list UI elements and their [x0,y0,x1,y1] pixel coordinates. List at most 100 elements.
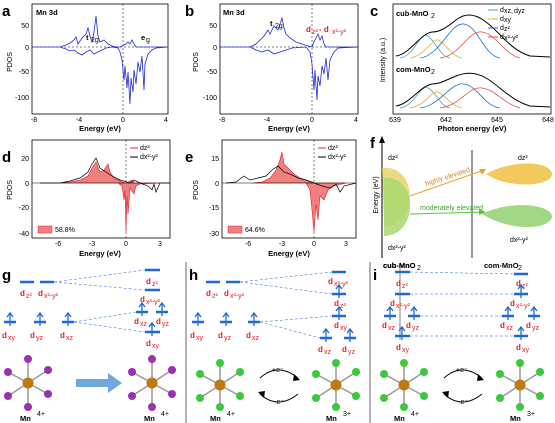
moderately-elevated-label: moderately elevated [420,205,483,212]
g-r-dx2-sub: x²-y² [146,299,161,306]
legend-c-sub: xz, [504,8,513,15]
i-r-dxz-sub: xz [506,325,514,332]
h-dxz: d [246,331,251,340]
panel-b-dos-curve [220,16,359,101]
h-r-dxz-sub: xz [324,349,332,356]
dz2-label-b: d [306,25,311,34]
eg-sub: g [146,37,150,44]
panel-b-ytick: 0 [213,45,217,52]
g-r-dxy: d [146,339,151,348]
panel-b-xtick: -4 [264,117,270,124]
t2g-sub: 2g [91,37,99,44]
panel-b-xtick: 0 [310,117,314,124]
f-left-sub: 2 [417,265,421,272]
panel-a: a Mn 3d PDOS 50 0 -50 -100 -8 -4 0 4 Ene… [2,3,169,133]
panel-letter-e: e [185,149,193,166]
panel-a-xtick: 0 [121,117,125,124]
com-label-c: com-MnO [396,65,431,74]
i-dx2: d [390,299,395,308]
panel-a-xtick: -8 [31,117,37,124]
panel-a-xtick: 4 [164,117,168,124]
panel-a-xlabel: Energy (eV) [79,124,121,133]
g-dz2-sub: z² [26,293,33,300]
f-right-title: com-MnO [484,261,519,270]
i-r-dxy-sub: xy [522,347,530,354]
legend-d-item: dx²-y² [140,154,159,161]
panel-e-ytick: 0 [215,181,219,188]
g-dyz: d [30,331,35,340]
panel-e-xtick: 0 [312,241,316,248]
panel-c: c Intensity (a.u.) 639 642 645 648 Photo… [370,3,554,133]
panel-b-ytick: -50 [207,69,217,76]
t2g-label: t [86,33,89,42]
i-plus-e: +e⁻ [456,367,468,374]
g-r-dx2: d [140,295,145,304]
i-dxy-sub: xy [402,347,410,354]
h-dxz-sub: xz [252,335,260,342]
h-r-dx2-sub: x²-y² [334,281,349,288]
g-r-dz2-sub: z² [152,281,159,288]
panel-letter-a: a [2,3,11,20]
legend-c-sub: x²-y² [504,35,519,42]
panel-b-xtick: 4 [354,117,358,124]
h-r-dxy-sub: xy [340,325,348,332]
panel-d-xtick: -3 [89,241,95,248]
panel-e-ytick: 15 [211,156,219,163]
g-r-dz2: d [146,277,151,286]
h-r-dyz-sub: yz [348,349,356,356]
panel-a-ytick: -50 [19,69,29,76]
i-dyz: d [406,321,411,330]
cub-sub-c: 2 [431,13,435,20]
t2g-sub-b: 2g [275,23,283,30]
h-r-dx2: d [328,277,333,286]
g-dyz-sub: yz [36,335,44,342]
f-bot-right-label: dx²-y² [510,237,529,244]
i-r-dx2-sub: x²-y² [516,303,531,310]
g-right-sup: 4+ [161,411,169,418]
g-dx2-sub: x²-y² [44,293,59,300]
panel-d-ytick: -20 [19,205,29,212]
panel-e-xtick: -3 [279,241,285,248]
panel-f: f Energy (eV) highly elevated moderately… [370,135,552,272]
i-left-sup: 4+ [411,411,419,418]
panel-a-ytick: -100 [15,95,29,102]
h-dz2: d [206,289,211,298]
g-r-dyz: d [156,317,161,326]
panel-d-ytick: -40 [19,231,29,238]
panel-a-ytick: 0 [25,45,29,52]
i-r-dyz-sub: yz [532,325,540,332]
panel-b-xtick: -8 [219,117,225,124]
g-dxz: d [60,331,65,340]
i-minus-e: -e⁻ [458,399,468,406]
panel-e-xtick: -6 [245,241,251,248]
g-right-label: Mn [144,414,155,423]
h-right-sup: 3+ [343,411,351,418]
i-dxz: d [382,321,387,330]
h-left-sup: 4+ [227,411,235,418]
f-right-sub: 2 [518,265,522,272]
i-left-title: cub-MnO [383,261,416,270]
i-r-dz2-sub: z² [522,283,529,290]
panel-b-xlabel: Energy (eV) [268,124,310,133]
panel-c-xtick: 639 [389,117,401,124]
legend-e-item: dx²-y² [328,154,347,161]
i-right-label: Mn [510,414,521,423]
f-top-label: dz² [388,155,398,162]
h-dz2-sub: z² [212,293,219,300]
panel-a-title: Mn 3d [36,8,58,17]
panel-c-xlabel: Photon energy (eV) [438,124,507,133]
g-dx2: d [38,289,43,298]
eg-label: e [141,33,145,42]
panel-a-xtick: -4 [76,117,82,124]
panel-c-xtick: 645 [491,117,503,124]
i-dz2: d [396,279,401,288]
h-dx2: d [224,289,229,298]
h-right-label: Mn [326,414,337,423]
h-r-dyz: d [342,345,347,354]
panel-letter-h: h [189,267,198,284]
panel-e-xlabel: Energy (eV) [268,249,310,258]
legend-d-item: dz² [140,145,150,152]
panel-letter-b: b [185,3,194,20]
g-arrow-icon [76,373,122,393]
